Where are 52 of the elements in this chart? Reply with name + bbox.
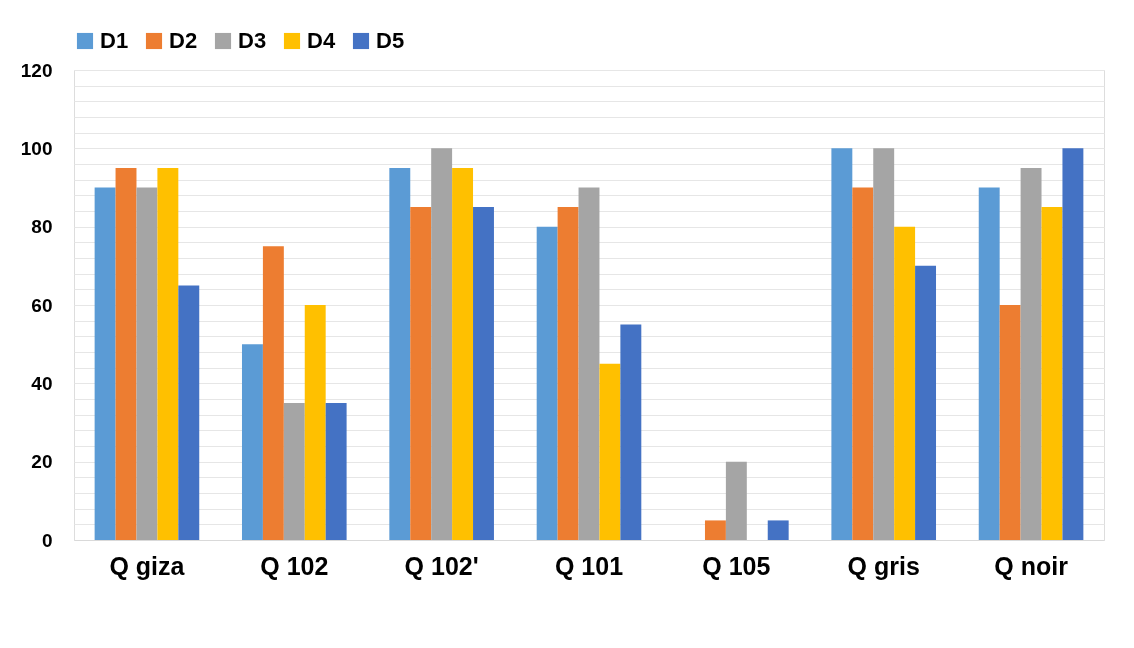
x-tick-label: Q giza — [109, 551, 186, 580]
bar — [725, 461, 747, 540]
bar — [325, 402, 347, 540]
bar — [831, 148, 853, 540]
bar — [431, 148, 453, 540]
bar — [578, 187, 600, 540]
bar — [241, 344, 263, 540]
legend-label: D2 — [169, 28, 198, 53]
y-tick-label: 0 — [41, 529, 53, 551]
x-tick-label: Q gris — [847, 551, 920, 580]
y-tick-label: 20 — [31, 451, 53, 473]
y-tick-label: 100 — [20, 137, 53, 159]
bar — [1020, 167, 1042, 540]
bar — [894, 226, 916, 540]
bar — [389, 167, 411, 540]
x-tick-label: Q 102' — [404, 551, 479, 580]
x-tick-label: Q 102 — [260, 551, 329, 580]
bar — [557, 207, 579, 540]
x-tick-label: Q 101 — [554, 551, 624, 580]
bar — [999, 305, 1021, 540]
bar — [304, 305, 326, 540]
bar — [410, 207, 432, 540]
bar — [620, 324, 642, 540]
bar — [978, 187, 1000, 540]
y-tick-label: 40 — [31, 372, 53, 394]
bar — [915, 265, 937, 540]
y-tick-label: 60 — [31, 294, 53, 316]
bar — [452, 167, 474, 540]
legend-label: D1 — [100, 28, 129, 53]
bar — [1041, 207, 1063, 540]
bar — [852, 187, 874, 540]
legend-label: D3 — [238, 28, 267, 53]
bar — [262, 246, 284, 540]
bar — [599, 363, 621, 540]
bar — [873, 148, 895, 540]
bar — [94, 187, 116, 540]
x-tick-label: Q noir — [994, 551, 1069, 580]
bar — [704, 520, 726, 540]
bar — [136, 187, 158, 540]
bar — [178, 285, 200, 540]
bar — [157, 167, 179, 540]
bar — [115, 167, 137, 540]
x-tick-label: Q 105 — [702, 551, 771, 580]
y-tick-label: 80 — [31, 216, 53, 238]
bar — [767, 520, 789, 540]
legend-label: D5 — [376, 28, 405, 53]
bar — [536, 226, 558, 540]
bar — [283, 402, 305, 540]
bar — [1062, 148, 1084, 540]
y-tick-label: 120 — [20, 59, 53, 81]
bar — [473, 207, 494, 540]
legend-label: D4 — [307, 28, 336, 53]
